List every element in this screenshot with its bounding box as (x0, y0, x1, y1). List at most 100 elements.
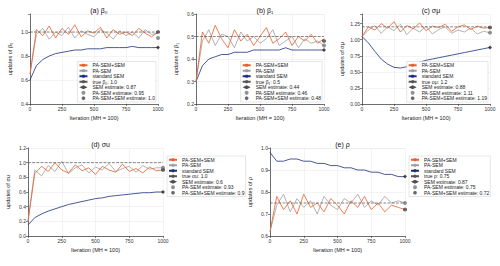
svg-text:(c) σμ: (c) σμ (422, 7, 440, 15)
svg-text:0.2: 0.2 (187, 101, 194, 107)
svg-text:PA-SEM: PA-SEM (182, 162, 201, 169)
svg-text:standard SEM: standard SEM (424, 167, 456, 174)
svg-text:Iteration (MH = 100): Iteration (MH = 100) (401, 115, 450, 121)
svg-text:1.00: 1.00 (350, 37, 360, 43)
svg-text:500: 500 (422, 106, 431, 112)
svg-text:PA-SEM estimate: 0.46: PA-SEM estimate: 0.46 (255, 89, 308, 96)
svg-text:0.6: 0.6 (21, 77, 28, 83)
svg-text:0: 0 (29, 106, 32, 112)
svg-text:250: 250 (224, 106, 233, 112)
svg-text:0: 0 (27, 238, 30, 244)
svg-text:PA-SEM: PA-SEM (255, 67, 275, 74)
svg-text:0: 0 (195, 106, 198, 112)
svg-text:0.75: 0.75 (350, 53, 360, 59)
svg-text:SEM estimate: 0.6: SEM estimate: 0.6 (182, 178, 223, 185)
svg-text:Iteration (MH = 100): Iteration (MH = 100) (313, 247, 362, 253)
svg-text:PA-SEM: PA-SEM (421, 67, 441, 74)
svg-text:0.8: 0.8 (19, 174, 26, 180)
svg-text:PA-SEM+SEM estimate: 0.9: PA-SEM+SEM estimate: 0.9 (182, 190, 245, 196)
svg-text:0.2: 0.2 (19, 218, 26, 224)
svg-text:PA-SEM estimate: 0.93: PA-SEM estimate: 0.93 (182, 184, 234, 191)
svg-text:1000: 1000 (318, 106, 329, 112)
svg-text:0.25: 0.25 (350, 85, 360, 91)
svg-text:SEM estimate: 0.44: SEM estimate: 0.44 (255, 84, 300, 91)
svg-text:0.00: 0.00 (350, 101, 360, 107)
svg-text:Iteration (MH = 100): Iteration (MH = 100) (71, 247, 120, 253)
svg-text:0.4: 0.4 (19, 204, 26, 210)
svg-text:0.3: 0.3 (187, 79, 194, 85)
svg-text:updates of β₀: updates of β₀ (7, 43, 13, 76)
svg-text:standard SEM: standard SEM (421, 73, 454, 80)
svg-text:0.8: 0.8 (21, 53, 28, 59)
svg-text:750: 750 (454, 106, 463, 112)
svg-text:1.25: 1.25 (350, 21, 360, 27)
svg-text:true β₁: 0.5: true β₁: 0.5 (255, 78, 280, 85)
svg-text:PA-SEM estimate: 0.95: PA-SEM estimate: 0.95 (92, 89, 144, 96)
svg-text:1000: 1000 (152, 106, 163, 112)
svg-text:1000: 1000 (399, 238, 410, 244)
svg-text:250: 250 (58, 106, 67, 112)
svg-text:0.5: 0.5 (187, 34, 194, 40)
svg-text:standard SEM: standard SEM (182, 167, 214, 174)
svg-text:0.0: 0.0 (19, 233, 26, 239)
svg-text:(a) β₀: (a) β₀ (90, 7, 108, 15)
svg-text:1000: 1000 (484, 106, 495, 112)
svg-text:0.9: 0.9 (261, 167, 268, 173)
svg-text:true β₀: 1.0: true β₀: 1.0 (92, 78, 118, 85)
svg-text:250: 250 (58, 238, 67, 244)
svg-text:750: 750 (367, 238, 376, 244)
svg-text:PA-SEM+SEM: PA-SEM+SEM (421, 62, 455, 69)
svg-text:updates of σu: updates of σu (5, 175, 11, 209)
svg-text:(d) σu: (d) σu (91, 141, 110, 149)
svg-text:Iteration (MH = 100): Iteration (MH = 100) (235, 115, 284, 121)
svg-text:750: 750 (122, 106, 131, 112)
svg-text:PA-SEM+SEM: PA-SEM+SEM (92, 62, 125, 69)
svg-text:1.2: 1.2 (19, 145, 26, 151)
svg-text:PA-SEM+SEM estimate: 1.19: PA-SEM+SEM estimate: 1.19 (422, 95, 488, 101)
svg-text:0.6: 0.6 (187, 11, 194, 17)
svg-text:PA-SEM: PA-SEM (92, 67, 112, 74)
svg-text:true σμ: 1.2: true σμ: 1.2 (421, 78, 448, 85)
svg-text:Iteration (MH = 100): Iteration (MH = 100) (69, 115, 118, 121)
svg-text:0.50: 0.50 (350, 69, 360, 75)
svg-text:0.6: 0.6 (261, 233, 268, 239)
svg-text:SEM estimate: 0.88: SEM estimate: 0.88 (421, 84, 466, 91)
svg-text:0.4: 0.4 (21, 101, 28, 107)
svg-text:standard SEM: standard SEM (92, 73, 125, 80)
svg-text:1000: 1000 (157, 238, 168, 244)
svg-text:0: 0 (269, 238, 272, 244)
svg-text:250: 250 (300, 238, 309, 244)
svg-text:PA-SEM+SEM estimate: 0.48: PA-SEM+SEM estimate: 0.48 (256, 95, 322, 101)
svg-text:true σu: 1.0: true σu: 1.0 (182, 173, 208, 180)
svg-text:1.0: 1.0 (21, 29, 28, 35)
svg-text:500: 500 (91, 238, 100, 244)
svg-text:PA-SEM: PA-SEM (424, 162, 443, 169)
svg-text:(e) ρ: (e) ρ (335, 141, 350, 149)
svg-text:standard SEM: standard SEM (255, 73, 288, 80)
svg-text:0: 0 (361, 106, 364, 112)
svg-text:PA-SEM+SEM: PA-SEM+SEM (424, 156, 457, 163)
svg-text:(b) β₁: (b) β₁ (257, 7, 275, 15)
svg-text:PA-SEM+SEM: PA-SEM+SEM (255, 62, 289, 69)
svg-text:500: 500 (333, 238, 342, 244)
svg-text:true ρ: 0.75: true ρ: 0.75 (424, 173, 450, 180)
svg-text:0.6: 0.6 (19, 189, 26, 195)
svg-text:250: 250 (390, 106, 399, 112)
svg-text:updates of σμ: updates of σμ (339, 42, 345, 76)
svg-text:500: 500 (90, 106, 99, 112)
svg-text:SEM estimate: 0.87: SEM estimate: 0.87 (92, 84, 137, 91)
svg-text:1.0: 1.0 (19, 160, 26, 166)
svg-text:PA-SEM estimate: 1.11: PA-SEM estimate: 1.11 (421, 89, 473, 96)
svg-text:0.7: 0.7 (261, 211, 268, 217)
svg-text:750: 750 (125, 238, 134, 244)
svg-text:750: 750 (288, 106, 297, 112)
svg-text:PA-SEM+SEM: PA-SEM+SEM (182, 156, 215, 163)
svg-text:updates of β₁: updates of β₁ (173, 43, 179, 75)
svg-text:1.0: 1.0 (261, 145, 268, 151)
svg-text:500: 500 (256, 106, 265, 112)
svg-text:updates of ρ: updates of ρ (247, 177, 253, 207)
svg-text:0.8: 0.8 (261, 189, 268, 195)
svg-text:PA-SEM+SEM estimate: 0.72: PA-SEM+SEM estimate: 0.72 (424, 190, 490, 196)
svg-text:PA-SEM+SEM estimate: 1.0: PA-SEM+SEM estimate: 1.0 (92, 95, 155, 101)
svg-text:0.4: 0.4 (187, 56, 194, 62)
